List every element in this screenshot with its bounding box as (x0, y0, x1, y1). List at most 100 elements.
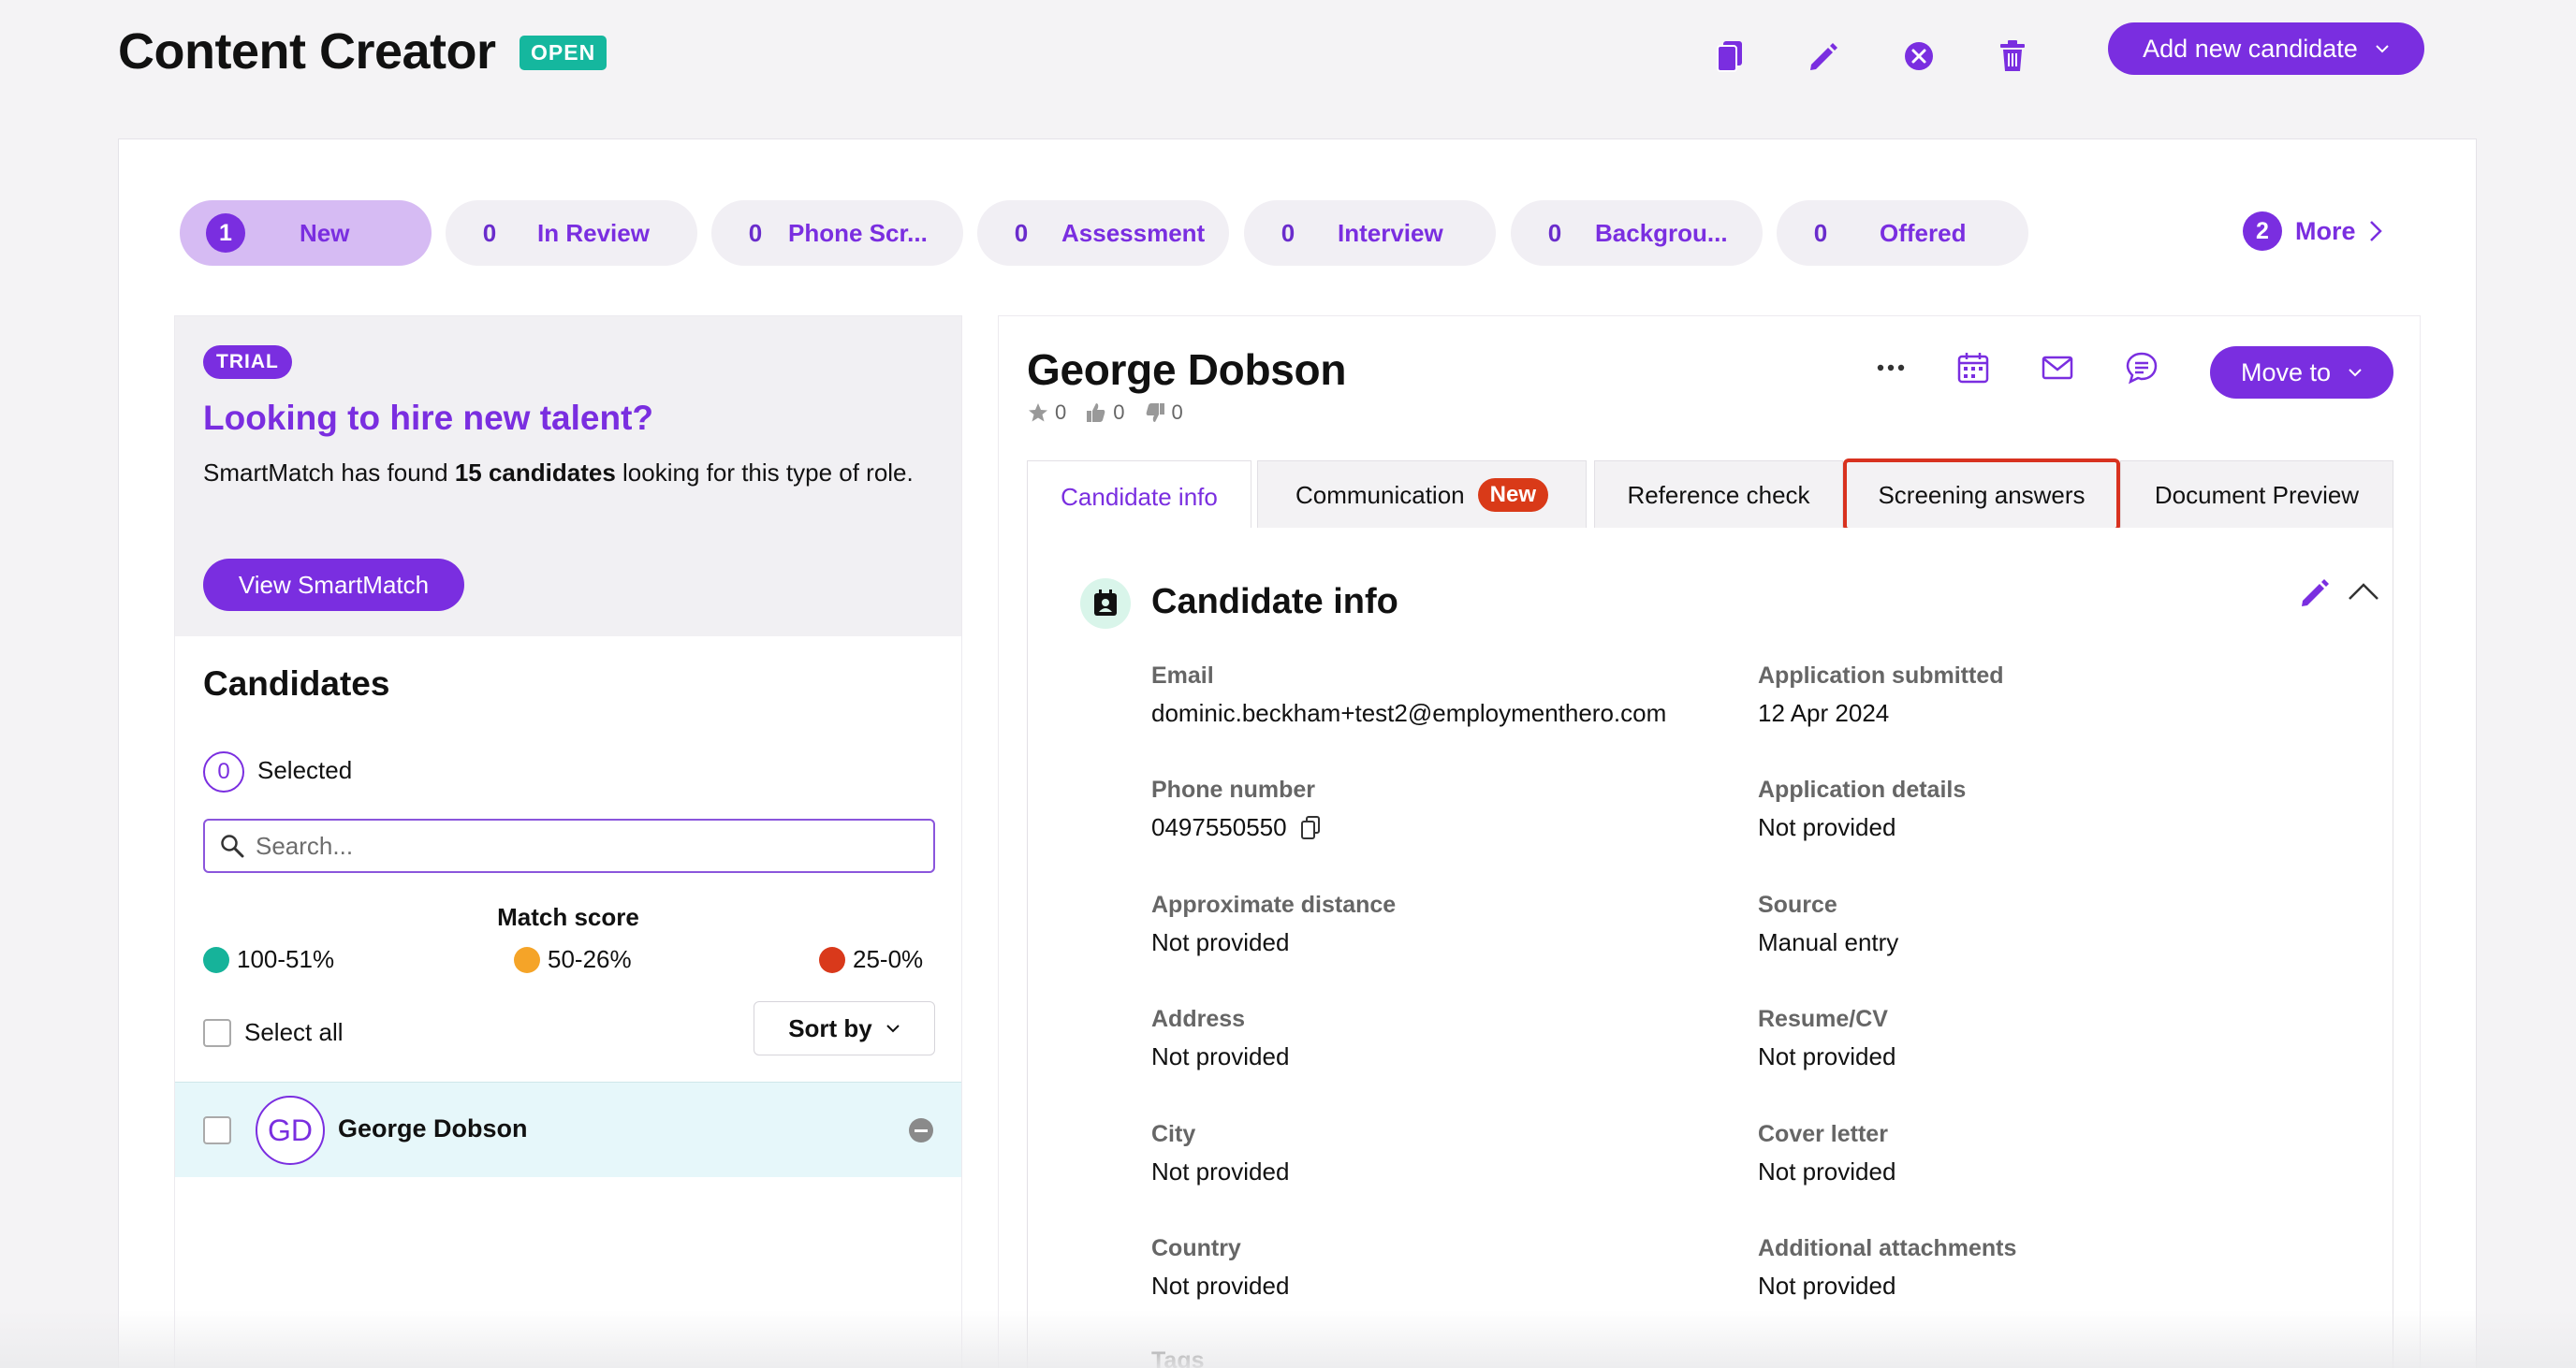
field-city: City Not provided (1151, 1121, 1290, 1186)
medium-match-dot (514, 946, 540, 973)
field-phone: Phone number 0497550550 (1151, 777, 1321, 842)
chevron-down-icon (886, 1025, 900, 1033)
chevron-down-icon (2349, 369, 2362, 377)
stage-count: 0 (1014, 218, 1029, 247)
field-additional-attachments: Additional attachments Not provided (1758, 1235, 2017, 1300)
select-all-checkbox[interactable] (203, 1018, 231, 1047)
stage-tab-background[interactable]: 0 Backgrou... (1511, 200, 1763, 266)
more-count: 2 (2243, 211, 2282, 251)
stage-label: Offered (1880, 218, 1967, 247)
thumbs-down-rating[interactable]: 0 (1144, 400, 1183, 425)
chevron-up-icon[interactable] (2348, 582, 2379, 601)
field-resume: Resume/CV Not provided (1758, 1006, 1896, 1070)
star-icon (1029, 403, 1047, 422)
tab-candidate-info[interactable]: Candidate info (1027, 460, 1251, 533)
stage-label: Backgrou... (1595, 218, 1728, 247)
field-country: Country Not provided (1151, 1235, 1290, 1300)
candidate-title: George Dobson (1027, 345, 1347, 394)
delete-job-icon[interactable] (1992, 36, 2033, 77)
tab-reference-check[interactable]: Reference check (1594, 460, 1843, 530)
field-application-details: Application details Not provided (1758, 777, 1967, 841)
candidate-detail-panel: George Dobson 0 0 0 Move to Candidate in… (998, 315, 2421, 1368)
star-rating[interactable]: 0 (1027, 400, 1066, 425)
select-all[interactable]: Select all (203, 1018, 344, 1047)
stage-tab-phone-screen[interactable]: 0 Phone Scr... (711, 200, 963, 266)
legend-low: 25-0% (819, 945, 923, 974)
tab-communication[interactable]: Communication New (1257, 460, 1587, 530)
stage-count: 0 (1547, 218, 1562, 247)
stage-label: Interview (1338, 218, 1443, 247)
stage-label: New (300, 218, 350, 247)
more-label: More (2295, 216, 2356, 245)
calendar-icon[interactable] (1950, 344, 1997, 391)
candidate-search[interactable] (203, 819, 935, 873)
search-icon (221, 835, 244, 858)
page-header: Content Creator OPEN Add new candidate (0, 0, 2576, 103)
stage-label: Assessment (1061, 218, 1206, 247)
section-title: Candidate info (1151, 582, 1398, 621)
status-badge: OPEN (520, 36, 607, 70)
field-cover-letter: Cover letter Not provided (1758, 1121, 1896, 1186)
add-new-candidate-label: Add new candidate (2143, 34, 2358, 63)
more-options-icon[interactable] (1867, 344, 1914, 391)
smartmatch-promo: TRIAL Looking to hire new talent? SmartM… (175, 316, 961, 636)
new-badge: New (1477, 478, 1548, 512)
tab-screening-answers[interactable]: Screening answers (1843, 458, 2120, 531)
edit-icon[interactable] (2299, 576, 2331, 608)
trial-badge: TRIAL (203, 345, 292, 379)
close-job-icon[interactable] (1898, 36, 1939, 77)
candidate-checkbox[interactable] (203, 1116, 231, 1144)
promo-text: SmartMatch has found 15 candidates looki… (203, 458, 914, 487)
selected-label: Selected (257, 756, 353, 784)
candidate-list-item[interactable]: GD George Dobson (175, 1082, 961, 1177)
move-to-label: Move to (2240, 357, 2332, 386)
stage-tab-assessment[interactable]: 0 Assessment (977, 200, 1229, 266)
stage-tab-new[interactable]: 1 New (180, 200, 432, 266)
field-tags: Tags (1151, 1347, 1205, 1368)
sort-by-label: Sort by (788, 1013, 872, 1042)
field-distance: Approximate distance Not provided (1151, 892, 1397, 956)
email-icon[interactable] (2034, 344, 2081, 391)
select-all-label: Select all (244, 1018, 344, 1046)
add-new-candidate-button[interactable]: Add new candidate (2108, 22, 2424, 75)
sort-by-button[interactable]: Sort by (754, 1001, 935, 1055)
avatar: GD (256, 1096, 325, 1165)
field-address: Address Not provided (1151, 1006, 1290, 1070)
field-application-submitted: Application submitted 12 Apr 2024 (1758, 662, 2004, 727)
contact-card-icon (1080, 578, 1131, 629)
stage-count: 0 (748, 218, 763, 247)
promo-title: Looking to hire new talent? (203, 399, 653, 437)
ratings: 0 0 0 (1027, 400, 1196, 425)
stage-count: 1 (206, 213, 245, 253)
field-source: Source Manual entry (1758, 892, 1899, 956)
chevron-right-icon (2369, 221, 2382, 241)
move-to-button[interactable]: Move to (2210, 346, 2393, 399)
high-match-dot (203, 946, 229, 973)
copy-icon[interactable] (1300, 815, 1321, 840)
stage-tab-in-review[interactable]: 0 In Review (446, 200, 697, 266)
thumbs-down-icon (1146, 403, 1164, 422)
low-match-dot (819, 946, 845, 973)
more-stages-button[interactable]: 2 More (2243, 211, 2382, 251)
match-score-title: Match score (497, 903, 639, 931)
legend-high: 100-51% (203, 945, 334, 974)
tab-document-preview[interactable]: Document Preview (2120, 460, 2393, 530)
remove-icon[interactable] (909, 1118, 933, 1142)
chevron-down-icon (2376, 45, 2389, 53)
stage-tab-offered[interactable]: 0 Offered (1777, 200, 2028, 266)
candidates-heading: Candidates (203, 664, 390, 703)
thumbs-up-rating[interactable]: 0 (1085, 400, 1125, 425)
stage-count: 0 (1281, 218, 1295, 247)
chat-icon[interactable] (2118, 344, 2165, 391)
edit-job-icon[interactable] (1803, 36, 1844, 77)
view-smartmatch-button[interactable]: View SmartMatch (203, 559, 464, 611)
candidate-info-section: Candidate info Email dominic.beckham+tes… (1027, 528, 2393, 1368)
selected-count: 0 (203, 751, 244, 793)
stage-tab-interview[interactable]: 0 Interview (1244, 200, 1496, 266)
search-input[interactable] (256, 831, 911, 861)
stage-count: 0 (482, 218, 497, 247)
copy-job-icon[interactable] (1709, 36, 1750, 77)
legend-medium: 50-26% (514, 945, 632, 974)
field-email: Email dominic.beckham+test2@employmenthe… (1151, 662, 1667, 727)
page-title: Content Creator (118, 23, 496, 80)
